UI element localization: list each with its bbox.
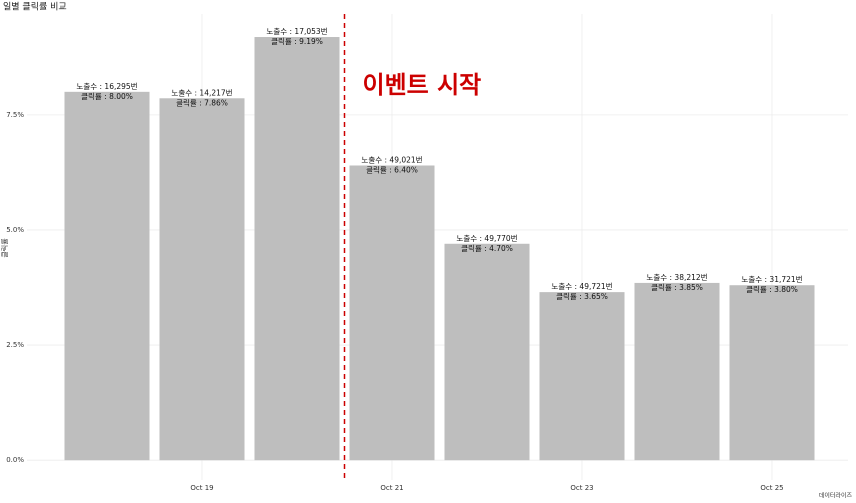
x-tick-label: Oct 21 — [380, 484, 403, 492]
bar — [254, 37, 340, 461]
bar — [634, 282, 720, 461]
y-tick-label: 7.5% — [6, 111, 24, 119]
impression-label: 노출수 : 49,021번 — [361, 154, 422, 164]
bar — [539, 292, 625, 461]
impression-label: 노출수 : 49,770번 — [456, 233, 517, 243]
impression-label: 노출수 : 16,295번 — [76, 81, 137, 91]
impression-label: 노출수 : 38,212번 — [646, 272, 707, 282]
impression-label: 노출수 : 14,217번 — [171, 87, 232, 97]
y-tick-label: 2.5% — [6, 341, 24, 349]
value-label: 클릭률 : 3.65% — [556, 292, 608, 301]
value-label: 클릭률 : 8.00% — [81, 92, 133, 101]
y-tick-label: 0.0% — [6, 456, 24, 464]
value-label: 클릭률 : 4.70% — [461, 244, 513, 253]
value-label: 클릭률 : 6.40% — [366, 165, 418, 174]
x-tick-label: Oct 23 — [570, 484, 593, 492]
value-label: 클릭률 : 7.86% — [176, 98, 228, 107]
y-axis-label: 클릭률 — [1, 238, 9, 258]
bar — [159, 98, 245, 461]
y-tick-label: 5.0% — [6, 226, 24, 234]
bar — [349, 165, 435, 461]
impression-label: 노출수 : 31,721번 — [741, 274, 802, 284]
impression-label: 노출수 : 17,053번 — [266, 26, 327, 36]
chart-title: 일별 클릭률 비교 — [3, 1, 67, 13]
bar — [444, 243, 530, 461]
bar — [729, 285, 815, 461]
value-label: 클릭률 : 3.80% — [746, 285, 798, 294]
impression-label: 노출수 : 49,721번 — [551, 281, 612, 291]
value-label: 클릭률 : 9.19% — [271, 37, 323, 46]
event-annotation: 이벤트 시작 — [363, 71, 482, 99]
x-tick-label: Oct 19 — [190, 484, 213, 492]
x-tick-label: Oct 25 — [760, 484, 783, 492]
caption: 데이터라이즈 — [819, 492, 853, 500]
value-label: 클릭률 : 3.85% — [651, 283, 703, 292]
bar — [64, 91, 150, 461]
